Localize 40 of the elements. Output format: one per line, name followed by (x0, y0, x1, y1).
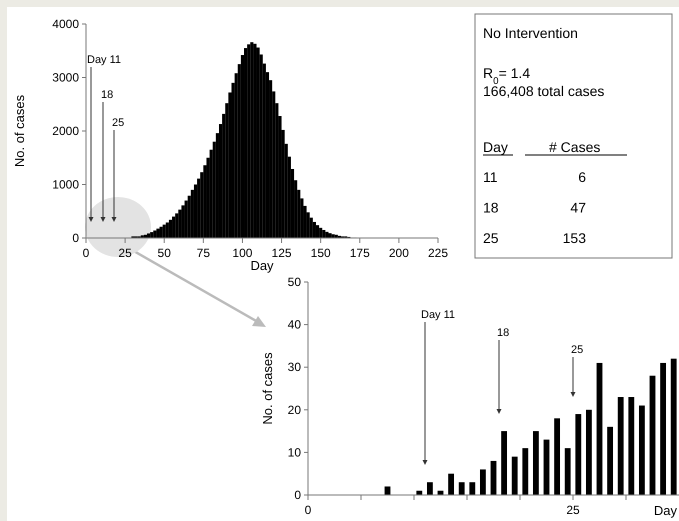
y-tick-label: 10 (288, 445, 302, 460)
text: # Cases (549, 139, 600, 155)
x-tick-label: 175 (350, 246, 370, 260)
annotation: Day 11 (87, 54, 122, 66)
y-tick-label: 30 (288, 360, 302, 374)
x-tick-label: 0 (82, 246, 90, 260)
y-tick-label: 0 (72, 231, 80, 245)
data-label: 47 (570, 200, 586, 216)
x-axis-title: Day (250, 258, 274, 273)
x-tick-label: 225 (428, 246, 448, 260)
y-tick-label: 4000 (52, 17, 80, 31)
y-axis-title: No. of cases (12, 94, 27, 168)
x-tick-label: 100 (232, 246, 253, 260)
x-tick-label: 50 (158, 246, 172, 260)
annotation: Day 11 (421, 309, 456, 321)
annotation: 25 (571, 344, 584, 356)
annotation: 18 (101, 89, 114, 101)
category-label: 18 (483, 200, 499, 216)
data-label: 6 (578, 169, 586, 185)
category-label: 25 (483, 230, 499, 246)
data-label: 153 (562, 230, 586, 246)
text: No Intervention (483, 25, 578, 41)
y-tick-label: 2000 (52, 124, 80, 138)
x-axis-title: Day (654, 503, 678, 518)
y-tick-label: 1000 (52, 178, 80, 192)
x-tick-label: 125 (272, 246, 292, 260)
y-tick-label: 50 (288, 275, 302, 289)
y-axis-title: No. of cases (260, 352, 275, 425)
y-tick-label: 0 (294, 488, 302, 502)
category-label: 11 (483, 169, 498, 185)
y-tick-label: 3000 (52, 70, 80, 84)
x-tick-label: 200 (388, 246, 410, 260)
annotation: 18 (497, 327, 510, 339)
x-tick-label: 75 (196, 246, 210, 260)
y-tick-label: 40 (288, 318, 302, 332)
x-tick-label: 25 (118, 246, 132, 260)
x-tick-label: 150 (310, 246, 331, 260)
text: Day (483, 139, 508, 155)
annotation: 25 (112, 117, 124, 129)
y-tick-label: 20 (288, 402, 302, 417)
